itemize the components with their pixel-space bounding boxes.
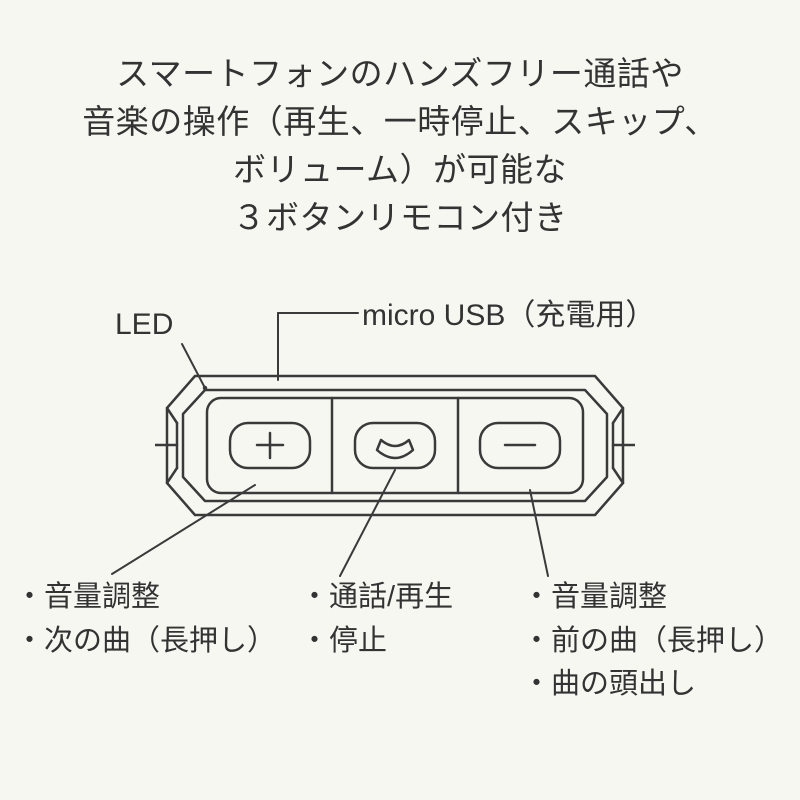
label-minus: 音量調整 前の曲（長押し） 曲の頭出し [522, 576, 783, 707]
desc-line-3: ボリューム）が可能な [0, 146, 800, 194]
label-center: 通話/再生 停止 [300, 576, 453, 663]
center-line-2: 停止 [300, 620, 453, 664]
desc-line-2: 音楽の操作（再生、一時停止、スキップ、 [0, 98, 800, 146]
minus-line-1: 音量調整 [522, 576, 783, 620]
label-usb: micro USB（充電用） [362, 293, 655, 338]
center-line-1: 通話/再生 [300, 576, 453, 620]
plus-line-1: 音量調整 [15, 576, 276, 620]
label-led: LED [115, 302, 173, 347]
desc-line-4: ３ボタンリモコン付き [0, 194, 800, 242]
minus-line-3: 曲の頭出し [522, 663, 783, 707]
description-block: スマートフォンのハンズフリー通話や 音楽の操作（再生、一時停止、スキップ、 ボリ… [0, 50, 800, 241]
label-plus: 音量調整 次の曲（長押し） [15, 576, 276, 663]
minus-line-2: 前の曲（長押し） [522, 620, 783, 664]
plus-line-2: 次の曲（長押し） [15, 620, 276, 664]
remote-diagram [155, 368, 635, 523]
desc-line-1: スマートフォンのハンズフリー通話や [0, 50, 800, 98]
